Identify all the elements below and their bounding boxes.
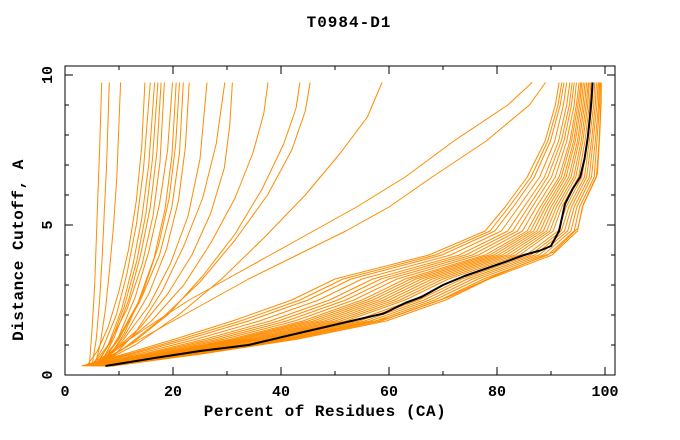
reference-model-curve <box>105 82 594 367</box>
model-22-curve <box>81 82 560 367</box>
x-tick-label: 100 <box>591 384 618 401</box>
plot-frame <box>64 65 616 376</box>
x-tick-label: 80 <box>488 384 506 401</box>
model-16-curve <box>107 82 226 362</box>
model-43-curve <box>111 82 601 367</box>
x-tick-label: 40 <box>272 384 290 401</box>
model-10-curve <box>102 82 173 364</box>
model-42-curve <box>110 82 600 367</box>
model-37-curve <box>104 82 592 367</box>
model-25-curve <box>89 82 571 367</box>
model-24-curve <box>86 82 568 367</box>
x-tick-label: 20 <box>164 384 182 401</box>
model-15-curve <box>97 82 208 365</box>
model-46-curve <box>91 82 547 367</box>
model-31-curve <box>97 82 583 367</box>
model-17-curve <box>91 82 233 367</box>
model-02-curve <box>91 82 110 367</box>
model-47-curve <box>86 82 533 367</box>
y-tick-label: 10 <box>40 66 57 84</box>
model-21-curve <box>97 82 383 365</box>
model-20-curve <box>91 82 311 367</box>
model-07-curve <box>94 82 159 367</box>
model-23-curve <box>84 82 565 367</box>
model-36-curve <box>103 82 590 367</box>
model-45-curve <box>83 82 563 367</box>
y-axis-label: Distance Cutoff, A <box>10 159 28 341</box>
x-axis-label: Percent of Residues (CA) <box>203 403 447 421</box>
model-04-curve <box>86 82 146 367</box>
model-13-curve <box>99 82 184 365</box>
model-30-curve <box>96 82 582 367</box>
model-14-curve <box>102 82 190 364</box>
model-08-curve <box>99 82 162 365</box>
y-tick-label: 5 <box>40 220 57 229</box>
x-tick-label: 0 <box>60 384 69 401</box>
y-tick-label: 0 <box>40 370 57 379</box>
model-34-curve <box>101 82 588 367</box>
model-27-curve <box>92 82 575 367</box>
model-05-curve <box>91 82 151 367</box>
model-09-curve <box>91 82 165 367</box>
model-35-curve <box>102 82 589 367</box>
model-01-curve <box>88 82 103 367</box>
model-06-curve <box>96 82 156 365</box>
model-29-curve <box>95 82 580 367</box>
model-32-curve <box>98 82 584 367</box>
model-33-curve <box>100 82 586 367</box>
x-tick-label: 60 <box>380 384 398 401</box>
model-28-curve <box>94 82 577 367</box>
model-26-curve <box>90 82 573 367</box>
model-19-curve <box>97 82 301 365</box>
model-48-curve <box>113 82 602 365</box>
model-12-curve <box>105 82 180 364</box>
chart-title: T0984-D1 <box>306 14 392 32</box>
